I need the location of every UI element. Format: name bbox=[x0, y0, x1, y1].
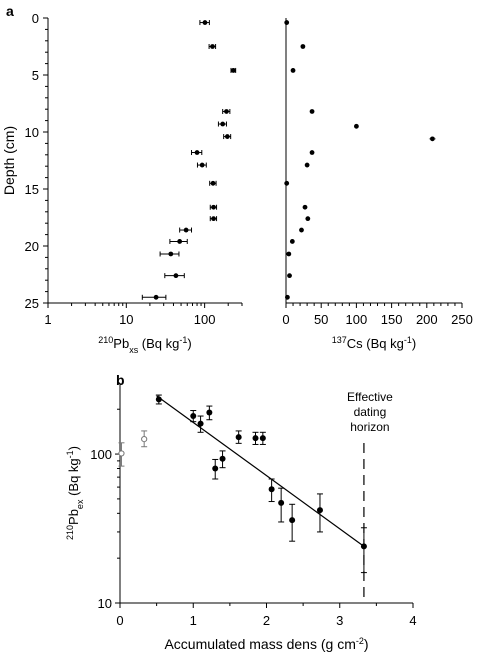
data-point bbox=[289, 239, 295, 244]
data-point bbox=[284, 20, 290, 25]
data-point bbox=[219, 455, 226, 462]
y-tick-label: 100 bbox=[90, 447, 112, 462]
data-point bbox=[199, 162, 205, 168]
data-point bbox=[309, 150, 315, 155]
data-point bbox=[284, 180, 290, 186]
panel-b-label: b bbox=[116, 372, 125, 388]
data-point bbox=[210, 44, 215, 49]
panel-b: b 0 1 2 3 4 10 100 Accumulated mass dens (g cm-… bbox=[65, 372, 417, 652]
data-point bbox=[211, 216, 216, 222]
data-point bbox=[212, 465, 219, 472]
y-tick-label: 20 bbox=[25, 239, 39, 254]
data-point bbox=[354, 123, 359, 129]
y-tick-label: 10 bbox=[25, 125, 39, 140]
data-point bbox=[194, 150, 200, 155]
horizon-annotation: Effective bbox=[347, 390, 393, 404]
y-tick-label: 10 bbox=[98, 596, 112, 611]
data-point bbox=[220, 121, 226, 127]
x-tick-label: 100 bbox=[194, 312, 216, 327]
data-point bbox=[210, 180, 216, 186]
y-tick-label: 25 bbox=[25, 296, 39, 311]
panel-a-label: a bbox=[6, 3, 14, 19]
data-point bbox=[286, 251, 292, 257]
data-point bbox=[211, 204, 216, 210]
data-point bbox=[304, 162, 310, 168]
x-tick-label: 50 bbox=[314, 312, 328, 327]
data-point bbox=[285, 294, 290, 300]
y-tick-label: 15 bbox=[25, 182, 39, 197]
data-point bbox=[231, 68, 236, 73]
data-point bbox=[202, 20, 208, 25]
excluded-point bbox=[141, 436, 148, 443]
x-tick-label: 1 bbox=[44, 312, 51, 327]
data-point bbox=[173, 273, 179, 279]
data-point bbox=[183, 227, 189, 233]
data-point bbox=[300, 44, 306, 49]
excluded-point bbox=[118, 450, 125, 457]
data-point bbox=[289, 517, 296, 524]
data-point bbox=[302, 204, 308, 210]
pb-ex-y-axis-label: 210Pbex (Bq kg-1) bbox=[65, 446, 85, 540]
mass-x-axis-label: Accumulated mass dens (g cm-2) bbox=[164, 636, 368, 652]
x-tick-label: 150 bbox=[381, 312, 403, 327]
x-tick-label: 0 bbox=[282, 312, 289, 327]
x-tick-label: 100 bbox=[346, 312, 368, 327]
data-point bbox=[290, 68, 296, 73]
x-tick-label: 4 bbox=[409, 613, 416, 628]
data-point bbox=[287, 273, 292, 279]
data-point bbox=[224, 134, 230, 139]
data-point bbox=[316, 507, 323, 514]
x-tick-label: 2 bbox=[263, 613, 270, 628]
data-point bbox=[252, 435, 259, 442]
data-point bbox=[177, 239, 183, 244]
data-point bbox=[360, 543, 367, 550]
horizon-annotation: horizon bbox=[350, 420, 389, 434]
data-point bbox=[305, 216, 311, 222]
pb-mass-subplot: 0 1 2 3 4 10 100 Accumulated mass dens (g cm-2)… bbox=[65, 382, 417, 652]
data-point bbox=[309, 109, 315, 114]
regression-line bbox=[156, 395, 365, 547]
data-point bbox=[224, 109, 229, 114]
pb-x-axis-label: 210Pbxs (Bq kg-1) bbox=[98, 335, 191, 355]
data-point bbox=[168, 251, 174, 257]
x-tick-label: 200 bbox=[416, 312, 438, 327]
panel-a-y-axis-label: Depth (cm) bbox=[1, 126, 17, 195]
data-point bbox=[197, 420, 204, 427]
x-tick-label: 3 bbox=[336, 613, 343, 628]
data-point bbox=[268, 486, 275, 493]
data-point bbox=[235, 434, 242, 441]
data-point bbox=[206, 409, 213, 416]
data-point bbox=[430, 136, 435, 142]
data-point bbox=[153, 294, 159, 300]
data-point bbox=[155, 396, 162, 403]
x-tick-label: 250 bbox=[451, 312, 473, 327]
data-point bbox=[299, 227, 304, 233]
x-tick-label: 0 bbox=[116, 613, 123, 628]
cs-depth-subplot: 0 50 100 150 200 250 137Cs (Bq kg-1) bbox=[282, 18, 473, 351]
data-point bbox=[259, 435, 266, 442]
data-point bbox=[190, 413, 197, 420]
cs-x-axis-label: 137Cs (Bq kg-1) bbox=[332, 335, 416, 351]
horizon-annotation: dating bbox=[354, 405, 387, 419]
data-point bbox=[278, 499, 285, 506]
x-tick-label: 10 bbox=[119, 312, 133, 327]
y-tick-label: 0 bbox=[32, 11, 39, 26]
x-tick-label: 1 bbox=[190, 613, 197, 628]
y-tick-label: 5 bbox=[32, 68, 39, 83]
